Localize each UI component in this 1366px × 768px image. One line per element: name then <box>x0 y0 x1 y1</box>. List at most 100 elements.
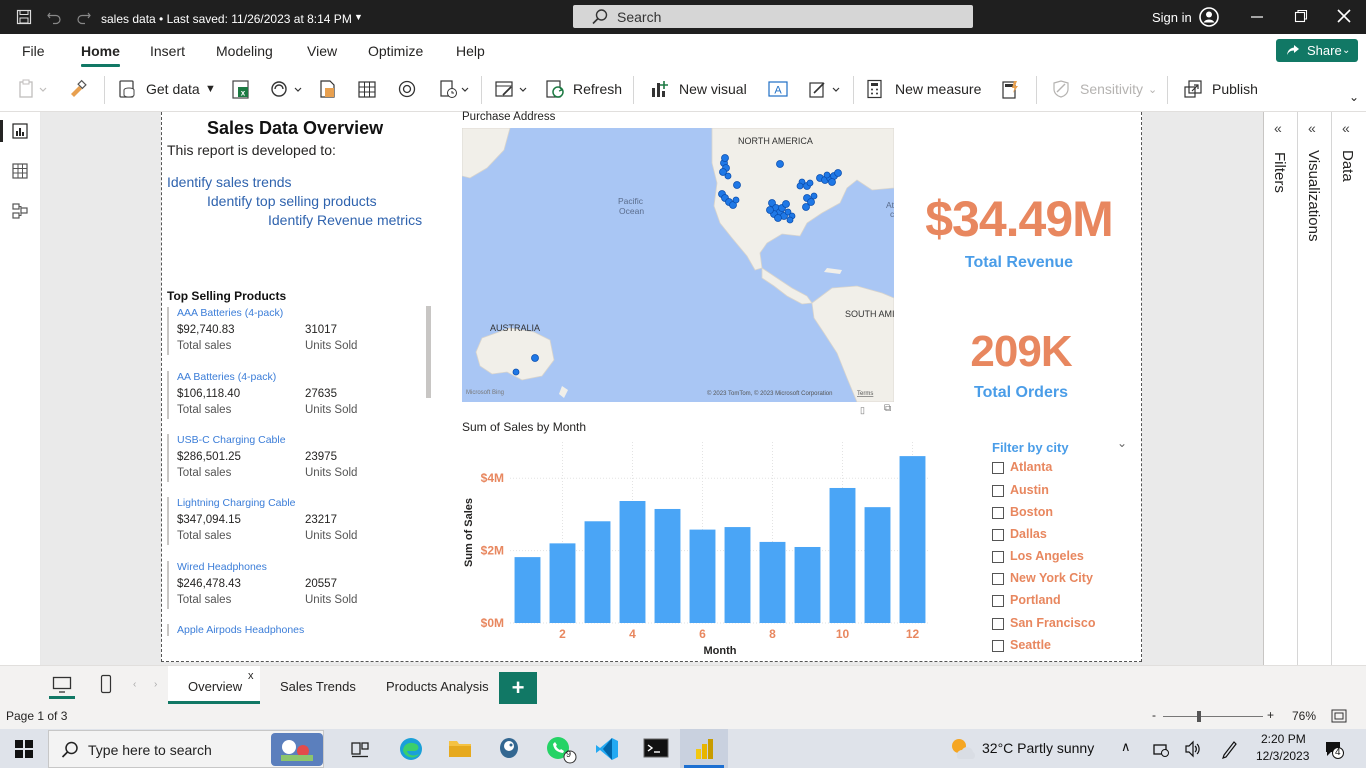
file-explorer-icon[interactable] <box>447 736 473 760</box>
publish-icon[interactable] <box>1183 79 1203 99</box>
onelake-hub-icon[interactable] <box>270 79 304 99</box>
city-option-seattle[interactable]: Seattle <box>992 638 1112 654</box>
new-measure-button[interactable]: New measure <box>895 81 982 97</box>
enter-data-icon[interactable] <box>357 79 377 99</box>
undo-icon[interactable] <box>46 9 62 25</box>
minimize-icon[interactable] <box>1250 9 1264 23</box>
paste-icon[interactable] <box>18 79 48 99</box>
checkbox[interactable] <box>992 573 1004 585</box>
network-icon[interactable] <box>1152 740 1170 758</box>
get-data-icon[interactable] <box>118 79 138 99</box>
get-data-button[interactable]: Get data <box>146 81 200 97</box>
windows-start-icon[interactable] <box>15 740 33 758</box>
refresh-icon[interactable] <box>545 79 565 99</box>
more-visuals-icon[interactable] <box>808 79 844 99</box>
taskbar-search[interactable]: Type here to search <box>48 730 324 768</box>
sales-by-month-chart[interactable]: $0M $2M $4M 2 4 6 8 10 12 Month Sum of Sales <box>458 434 934 660</box>
collapse-ribbon-icon[interactable]: ⌄ <box>1349 90 1360 104</box>
global-search[interactable]: Search <box>573 5 973 28</box>
zoom-slider-thumb[interactable] <box>1197 711 1201 722</box>
clock-time[interactable]: 2:20 PM <box>1261 732 1306 746</box>
pen-icon[interactable] <box>1220 739 1238 759</box>
data-label[interactable]: Data <box>1339 150 1356 182</box>
checkbox[interactable] <box>992 595 1004 607</box>
show-hidden-icons-icon[interactable]: ∧ <box>1121 739 1131 754</box>
task-view-icon[interactable] <box>351 740 369 758</box>
mobile-layout-icon[interactable] <box>100 674 112 694</box>
city-option-boston[interactable]: Boston <box>992 505 1112 521</box>
postgres-icon[interactable] <box>496 736 522 762</box>
quick-measure-icon[interactable] <box>1000 79 1020 99</box>
checkbox[interactable] <box>992 618 1004 630</box>
scroll-tabs-right-icon[interactable]: › <box>154 679 158 690</box>
terminal-icon[interactable] <box>643 736 669 760</box>
share-chevron-down-icon[interactable]: ⌄ <box>1342 45 1351 56</box>
city-option-austin[interactable]: Austin <box>992 483 1112 499</box>
zoom-out-button[interactable]: - <box>1152 708 1156 722</box>
purchase-address-map[interactable]: NORTH AMERICA Pacific Ocean At c AUSTRAL… <box>462 128 894 402</box>
map-terms-link[interactable]: Terms <box>857 391 873 397</box>
tab-overview[interactable]: Overview x <box>168 666 260 704</box>
format-painter-icon[interactable] <box>68 79 88 99</box>
publish-button[interactable]: Publish <box>1212 81 1258 97</box>
transform-data-icon[interactable] <box>494 79 530 99</box>
tab-products-analysis[interactable]: Products Analysis <box>367 666 497 704</box>
city-option-new-york-city[interactable]: New York City <box>992 571 1112 587</box>
expand-visualizations-icon[interactable]: « <box>1308 120 1316 136</box>
checkbox[interactable] <box>992 485 1004 497</box>
filters-pane[interactable]: « Filters <box>1264 112 1298 665</box>
weather-text[interactable]: 32°C Partly sunny <box>982 740 1095 756</box>
city-option-los-angeles[interactable]: Los Angeles <box>992 549 1112 565</box>
menu-home[interactable]: Home <box>81 43 120 59</box>
calculator-icon[interactable] <box>866 79 884 99</box>
dataverse-icon[interactable] <box>397 79 417 99</box>
menu-help[interactable]: Help <box>456 43 485 59</box>
expand-data-icon[interactable]: « <box>1342 120 1350 136</box>
data-pane[interactable]: « Data <box>1332 112 1366 665</box>
edge-icon[interactable] <box>398 736 424 762</box>
menu-view[interactable]: View <box>307 43 338 59</box>
notifications-icon[interactable] <box>1324 739 1344 759</box>
vscode-icon[interactable] <box>594 736 620 762</box>
products-scrollbar[interactable] <box>426 306 431 398</box>
add-page-button[interactable]: + <box>499 672 537 704</box>
zoom-in-button[interactable]: + <box>1267 708 1275 722</box>
save-icon[interactable] <box>16 9 32 25</box>
menu-file[interactable]: File <box>22 43 45 59</box>
city-option-portland[interactable]: Portland <box>992 593 1112 609</box>
menu-optimize[interactable]: Optimize <box>368 43 424 59</box>
model-view-icon[interactable] <box>11 202 29 220</box>
city-option-atlanta[interactable]: Atlanta <box>992 460 1112 476</box>
get-data-chevron-icon[interactable]: ▼ <box>205 83 216 95</box>
expand-filters-icon[interactable]: « <box>1274 120 1282 136</box>
sign-in-link[interactable]: Sign in <box>1152 10 1192 25</box>
filters-label[interactable]: Filters <box>1271 152 1288 193</box>
zoom-slider[interactable] <box>1163 716 1263 717</box>
whatsapp-icon[interactable] <box>545 736 577 764</box>
title-dropdown-icon[interactable]: ▼ <box>354 12 363 22</box>
checkbox[interactable] <box>992 529 1004 541</box>
report-view-icon[interactable] <box>11 122 29 140</box>
excel-icon[interactable]: x <box>231 79 251 99</box>
menu-insert[interactable]: Insert <box>150 43 186 59</box>
visual-filter-icon[interactable]: ▯ <box>860 405 865 415</box>
power-bi-icon[interactable] <box>692 736 718 762</box>
redo-icon[interactable] <box>76 9 92 25</box>
table-view-icon[interactable] <box>11 162 29 180</box>
volume-icon[interactable] <box>1184 740 1202 758</box>
new-visual-button[interactable]: New visual <box>679 81 747 97</box>
refresh-button[interactable]: Refresh <box>573 81 623 97</box>
account-icon[interactable] <box>1199 7 1219 27</box>
close-tab-icon[interactable]: x <box>248 670 254 682</box>
tab-sales-trends[interactable]: Sales Trends <box>262 666 362 704</box>
desktop-layout-icon[interactable] <box>52 676 72 694</box>
focus-mode-icon[interactable]: ⧉ <box>884 403 892 414</box>
city-option-dallas[interactable]: Dallas <box>992 527 1112 543</box>
clock-date[interactable]: 12/3/2023 <box>1256 749 1310 763</box>
close-window-icon[interactable] <box>1337 9 1351 23</box>
checkbox[interactable] <box>992 551 1004 563</box>
visualizations-pane[interactable]: « Visualizations <box>1298 112 1332 665</box>
fit-to-page-icon[interactable] <box>1331 709 1347 723</box>
checkbox[interactable] <box>992 462 1004 474</box>
checkbox[interactable] <box>992 507 1004 519</box>
